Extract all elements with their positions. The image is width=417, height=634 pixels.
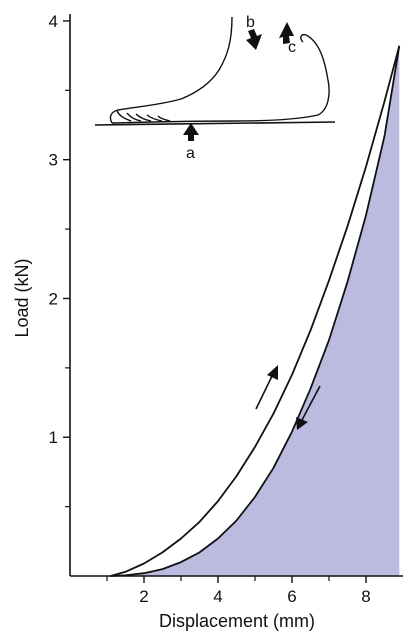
x-tick-label: 6	[287, 587, 296, 606]
x-tick-label: 4	[213, 587, 222, 606]
foot-inset: a b c	[94, 14, 336, 162]
loading-arrowhead-icon	[267, 365, 278, 380]
ground-line	[94, 121, 336, 126]
axes: 2 4 6 8 1 2 3 4	[49, 12, 403, 606]
foot-outline	[109, 16, 330, 124]
y-tick-label: 4	[49, 12, 58, 31]
y-axis-label: Load (kN)	[12, 258, 32, 337]
x-tick-label: 2	[139, 587, 148, 606]
inset-label-b: b	[246, 14, 255, 31]
arrow-c-icon	[279, 22, 294, 44]
loading-arrow	[255, 373, 274, 410]
y-tick-label: 3	[49, 151, 58, 170]
x-tick-label: 8	[361, 587, 370, 606]
direction-arrows	[255, 365, 321, 430]
plot-area	[110, 45, 401, 577]
arrow-a-icon	[183, 123, 199, 141]
inset-label-c: c	[288, 39, 296, 56]
series-loading	[110, 45, 401, 577]
y-tick-label: 1	[49, 428, 58, 447]
arrow-b-icon	[246, 29, 262, 50]
unloading-arrow	[301, 385, 321, 421]
x-axis-label: Displacement (mm)	[159, 611, 315, 631]
unloading-area	[110, 45, 400, 576]
y-tick-label: 2	[49, 289, 58, 308]
unloading-arrowhead-icon	[296, 417, 308, 430]
inset-label-a: a	[186, 145, 195, 162]
series-unloading	[110, 45, 401, 577]
